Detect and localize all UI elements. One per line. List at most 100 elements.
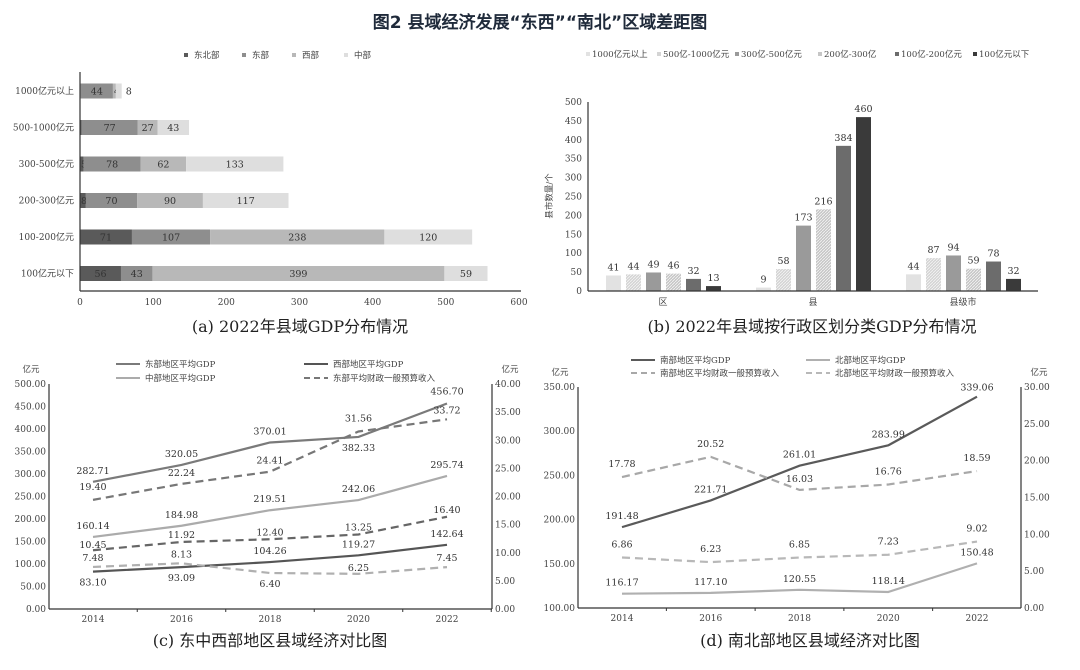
legend-label: 100亿元以下 <box>979 49 1030 60</box>
data-label: 216 <box>814 196 832 207</box>
data-label: 8 <box>126 87 132 98</box>
left-y-tick-label: 450.00 <box>15 403 47 413</box>
data-label: 283.99 <box>872 429 905 440</box>
data-label: 27 <box>142 123 154 134</box>
bar-segment <box>81 120 138 135</box>
data-label: 17.78 <box>608 459 635 470</box>
y-axis-label: 县市数量/个 <box>544 173 555 219</box>
left-y-tick-label: 200.00 <box>15 515 47 525</box>
data-label: 6.85 <box>789 540 810 551</box>
data-label: 104.26 <box>253 546 286 557</box>
data-label: 11.92 <box>168 530 195 541</box>
chart-b: 1000亿元以上 500亿-1000亿元 300亿-500亿元 200亿-300亿 10… <box>544 49 1038 336</box>
y-tick-label: 150 <box>565 230 582 240</box>
left-y-tick-label: 500.00 <box>15 380 47 390</box>
bar-segment <box>115 83 122 99</box>
data-label: 44 <box>907 261 919 272</box>
legend-label: 东部 <box>252 50 270 61</box>
legend-swatch <box>586 52 590 56</box>
data-label: 49 <box>647 259 659 270</box>
data-label: 133 <box>226 160 244 171</box>
legend-label: 西部地区平均GDP <box>333 359 404 370</box>
bar-segment <box>384 229 473 245</box>
legend-label: 北部地区平均财政一般预算收入 <box>835 368 955 379</box>
left-y-tick-label: 250.00 <box>15 493 47 503</box>
bar-segment <box>202 193 289 208</box>
data-label: 33.72 <box>433 405 460 416</box>
y-tick-label: 500 <box>565 98 582 108</box>
legend-label: 东部地区平均GDP <box>145 359 216 370</box>
legend-label: 500亿-1000亿元 <box>663 49 730 60</box>
caption: (b) 2022年县域按行政区划分类GDP分布情况 <box>648 317 977 336</box>
x-tick-label: 0 <box>77 298 83 308</box>
data-label: 384 <box>834 133 852 144</box>
x-tick-label: 2022 <box>966 614 989 624</box>
bar-segment <box>444 266 488 281</box>
data-label: 9 <box>760 275 766 286</box>
data-label: 71 <box>100 233 112 244</box>
x-tick-label: 300 <box>291 298 308 308</box>
series-line <box>92 474 448 539</box>
bar-segment <box>210 229 385 245</box>
left-y-tick-label: 100.00 <box>15 560 47 570</box>
right-y-tick-label: 0.00 <box>495 605 515 615</box>
bar <box>606 275 621 291</box>
data-label: 118.14 <box>872 576 905 587</box>
bar <box>856 117 871 292</box>
data-label: 58 <box>777 256 789 267</box>
series-line <box>621 395 978 529</box>
legend-swatch <box>292 53 296 57</box>
data-label: 399 <box>289 269 307 280</box>
y-tick-label: 350 <box>565 155 582 165</box>
series-line <box>92 515 448 552</box>
data-label: 9.02 <box>966 524 987 535</box>
data-label: 70 <box>105 196 117 207</box>
left-y-tick-label: 300.00 <box>544 427 576 437</box>
legend-label: 西部 <box>302 50 320 61</box>
x-tick-label: 2020 <box>877 614 900 624</box>
right-y-tick-label: 30.00 <box>1024 383 1050 393</box>
category-label: 300-500亿元 <box>19 158 74 170</box>
data-label: 191.48 <box>605 511 638 522</box>
data-label: 90 <box>164 196 176 207</box>
data-label: 173 <box>794 213 812 224</box>
x-tick-label: 100 <box>145 298 162 308</box>
legend-swatch <box>184 53 188 57</box>
left-y-tick-label: 100.00 <box>544 604 576 614</box>
data-label: 10.45 <box>79 540 106 551</box>
bar-segment <box>137 193 203 208</box>
bar <box>1006 278 1021 291</box>
right-y-tick-label: 10.00 <box>495 549 521 559</box>
right-y-tick-label: 25.00 <box>495 464 521 474</box>
data-label: 242.06 <box>342 484 375 495</box>
x-tick-label: 2014 <box>82 615 105 625</box>
data-label: 6.23 <box>700 544 721 555</box>
x-tick-label: 500 <box>437 298 454 308</box>
data-label: 62 <box>157 160 169 171</box>
right-y-tick-label: 5.00 <box>495 577 515 587</box>
data-label: 46 <box>667 261 679 272</box>
legend-label: 南部地区平均GDP <box>660 355 731 366</box>
bar-segment <box>83 156 141 172</box>
right-y-tick-label: 15.00 <box>1024 494 1050 504</box>
y-tick-label: 450 <box>565 117 582 127</box>
data-label: 120 <box>419 233 437 244</box>
right-y-tick-label: 5.00 <box>1024 567 1044 577</box>
bar-segment <box>140 156 187 172</box>
right-y-tick-label: 35.00 <box>495 408 521 418</box>
data-label: 44 <box>627 261 639 272</box>
bar-segment <box>112 83 116 99</box>
data-label: 16.03 <box>786 474 813 485</box>
data-label: 120.55 <box>783 574 816 585</box>
legend-label: 200亿-300亿 <box>824 49 876 60</box>
x-tick-label: 600 <box>510 298 527 308</box>
legend-swatch <box>895 52 899 56</box>
data-label: 32 <box>1007 266 1019 277</box>
legend-swatch <box>242 53 246 57</box>
chart-a: 东北部东部西部中部1000亿元以上14448500-1000亿元27727433… <box>13 50 528 336</box>
right-y-tick-label: 20.00 <box>1024 457 1050 467</box>
data-label: 7.45 <box>436 553 457 564</box>
bar-segment <box>80 193 86 208</box>
series-line <box>92 418 448 501</box>
